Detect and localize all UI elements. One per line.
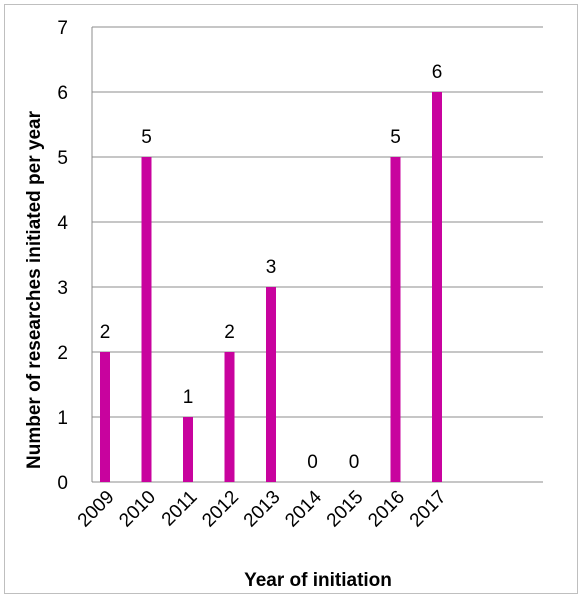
data-label-2011: 1	[183, 387, 194, 408]
bar-2017	[432, 92, 442, 482]
x-tick-label-2017: 2017	[406, 487, 451, 532]
x-tick-label-2014: 2014	[281, 486, 326, 531]
y-tick-label-4: 4	[57, 213, 68, 234]
data-labels: 2 5 1 2 3 0 0 5 6	[100, 62, 443, 473]
y-tick-label-7: 7	[57, 18, 68, 39]
data-label-2010: 5	[141, 127, 152, 148]
y-tick-labels: 0 1 2 3 4 5 6 7	[57, 18, 68, 494]
bar-2011	[183, 417, 193, 482]
axes	[91, 27, 543, 483]
x-tick-label-2016: 2016	[364, 487, 409, 532]
y-axis-title: Number of researches initiated per year	[24, 110, 45, 469]
data-label-2009: 2	[100, 322, 111, 343]
bar-2012	[224, 352, 235, 482]
bars	[100, 92, 442, 482]
x-axis-title: Year of initiation	[244, 570, 392, 591]
y-tick-label-2: 2	[57, 343, 68, 364]
bar-2016	[390, 157, 401, 482]
data-label-2014: 0	[307, 452, 318, 473]
bar-2010	[141, 157, 152, 482]
y-tick-label-3: 3	[57, 278, 68, 299]
data-label-2012: 2	[224, 322, 235, 343]
y-tick-label-0: 0	[57, 473, 68, 494]
x-tick-label-2009: 2009	[74, 487, 119, 532]
y-tick-label-6: 6	[57, 83, 68, 104]
x-tick-label-2015: 2015	[323, 487, 368, 532]
x-tick-label-2013: 2013	[240, 487, 285, 532]
x-tick-label-2010: 2010	[115, 487, 160, 532]
bar-2013	[266, 287, 276, 482]
data-label-2016: 5	[390, 127, 401, 148]
grid-lines	[92, 26, 543, 418]
data-label-2015: 0	[349, 452, 360, 473]
bar-2009	[100, 352, 110, 482]
data-label-2017: 6	[432, 62, 443, 83]
data-label-2013: 3	[266, 257, 277, 278]
y-tick-label-1: 1	[57, 408, 68, 429]
y-tick-label-5: 5	[57, 148, 68, 169]
x-tick-label-2012: 2012	[198, 487, 243, 532]
chart-frame	[4, 4, 578, 594]
x-tick-label-2011: 2011	[158, 487, 202, 531]
